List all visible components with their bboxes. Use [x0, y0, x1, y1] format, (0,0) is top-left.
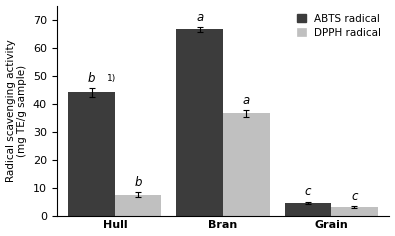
Bar [177, 29, 223, 215]
Text: a: a [243, 94, 250, 107]
Text: a: a [196, 11, 203, 24]
Bar [284, 203, 331, 215]
Legend: ABTS radical, DPPH radical: ABTS radical, DPPH radical [294, 11, 384, 41]
Text: b: b [134, 176, 142, 189]
Bar [331, 207, 378, 215]
Y-axis label: Radical scavenging activity
(mg TE/g sample): Radical scavenging activity (mg TE/g sam… [6, 39, 27, 182]
Text: b: b [88, 72, 95, 85]
Text: c: c [351, 190, 358, 203]
Bar [68, 92, 115, 215]
Text: c: c [305, 185, 311, 198]
Bar [115, 194, 162, 215]
Text: 1): 1) [107, 74, 116, 83]
Bar [223, 113, 270, 215]
